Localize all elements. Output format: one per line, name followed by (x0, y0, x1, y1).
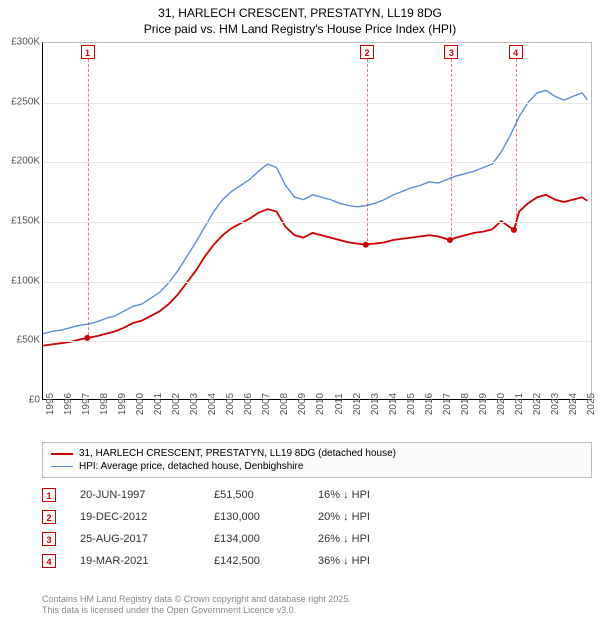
x-axis-tick: 2022 (532, 393, 543, 415)
sale-price: £134,000 (214, 533, 294, 545)
x-axis-tick: 1997 (81, 393, 92, 415)
x-axis-tick: 2008 (279, 393, 290, 415)
y-axis-tick: £0 (2, 395, 40, 406)
plot-area: 1 2 3 4 (42, 42, 592, 400)
chart-title-block: 31, HARLECH CRESCENT, PRESTATYN, LL19 8D… (0, 0, 600, 37)
title-address: 31, HARLECH CRESCENT, PRESTATYN, LL19 8D… (0, 6, 600, 22)
sale-date: 20-JUN-1997 (80, 489, 190, 501)
sale-marker-line (451, 59, 452, 241)
x-axis-tick: 1995 (45, 393, 56, 415)
x-axis-tick: 2020 (496, 393, 507, 415)
x-axis-tick: 2016 (424, 393, 435, 415)
sale-date: 19-DEC-2012 (80, 511, 190, 523)
x-axis-tick: 1999 (117, 393, 128, 415)
sale-marker-box: 4 (509, 45, 523, 59)
sale-price: £130,000 (214, 511, 294, 523)
footer-line-2: This data is licensed under the Open Gov… (42, 605, 351, 616)
sale-pct: 16% ↓ HPI (318, 489, 408, 501)
x-axis-tick: 2009 (297, 393, 308, 415)
x-axis-tick: 2001 (153, 393, 164, 415)
sale-date: 19-MAR-2021 (80, 555, 190, 567)
x-axis-tick: 2000 (135, 393, 146, 415)
legend-swatch-hpi (51, 466, 73, 467)
sales-table: 1 20-JUN-1997 £51,500 16% ↓ HPI 2 19-DEC… (42, 484, 408, 572)
y-axis-tick: £150K (2, 216, 40, 227)
y-axis-tick: £300K (2, 37, 40, 48)
table-row: 3 25-AUG-2017 £134,000 26% ↓ HPI (42, 528, 408, 550)
x-axis-tick: 2019 (478, 393, 489, 415)
x-axis-tick: 2011 (334, 393, 345, 415)
x-axis-tick: 2003 (189, 393, 200, 415)
sale-pct: 26% ↓ HPI (318, 533, 408, 545)
chart-lines (43, 43, 591, 399)
x-axis-tick: 2014 (388, 393, 399, 415)
x-axis-tick: 2010 (315, 393, 326, 415)
sale-marker-icon: 1 (42, 488, 56, 502)
x-axis-tick: 2015 (406, 393, 417, 415)
sale-marker-line (516, 59, 517, 231)
sale-date: 25-AUG-2017 (80, 533, 190, 545)
sale-price: £51,500 (214, 489, 294, 501)
y-axis-tick: £200K (2, 156, 40, 167)
x-axis-tick: 2005 (225, 393, 236, 415)
title-subtitle: Price paid vs. HM Land Registry's House … (0, 22, 600, 38)
sale-marker-box: 2 (360, 45, 374, 59)
sale-price: £142,500 (214, 555, 294, 567)
legend-swatch-property (51, 453, 73, 455)
x-axis-tick: 1996 (63, 393, 74, 415)
y-axis-tick: £250K (2, 96, 40, 107)
x-axis-tick: 2006 (243, 393, 254, 415)
sale-marker-line (367, 59, 368, 246)
x-axis-tick: 2024 (568, 393, 579, 415)
sale-marker-icon: 2 (42, 510, 56, 524)
licence-footer: Contains HM Land Registry data © Crown c… (42, 594, 351, 617)
x-axis-tick: 2013 (370, 393, 381, 415)
legend-item-hpi: HPI: Average price, detached house, Denb… (51, 460, 583, 473)
sale-marker-icon: 3 (42, 532, 56, 546)
sale-pct: 36% ↓ HPI (318, 555, 408, 567)
series-property (43, 195, 587, 346)
y-axis-tick: £50K (2, 335, 40, 346)
sale-marker-icon: 4 (42, 554, 56, 568)
chart-container: 31, HARLECH CRESCENT, PRESTATYN, LL19 8D… (0, 0, 600, 620)
legend-item-property: 31, HARLECH CRESCENT, PRESTATYN, LL19 8D… (51, 447, 583, 460)
sale-marker-line (88, 59, 89, 340)
x-axis-tick: 2002 (171, 393, 182, 415)
footer-line-1: Contains HM Land Registry data © Crown c… (42, 594, 351, 605)
y-axis-tick: £100K (2, 275, 40, 286)
series-hpi (43, 90, 587, 333)
x-axis-tick: 2025 (586, 393, 597, 415)
x-axis-tick: 2023 (550, 393, 561, 415)
legend: 31, HARLECH CRESCENT, PRESTATYN, LL19 8D… (42, 442, 592, 478)
x-axis-tick: 2018 (460, 393, 471, 415)
sale-marker-box: 1 (81, 45, 95, 59)
sale-marker-box: 3 (444, 45, 458, 59)
legend-label-property: 31, HARLECH CRESCENT, PRESTATYN, LL19 8D… (79, 448, 396, 459)
x-axis-tick: 2017 (442, 393, 453, 415)
table-row: 2 19-DEC-2012 £130,000 20% ↓ HPI (42, 506, 408, 528)
x-axis-tick: 2012 (352, 393, 363, 415)
x-axis-tick: 2004 (207, 393, 218, 415)
x-axis-tick: 2007 (261, 393, 272, 415)
table-row: 4 19-MAR-2021 £142,500 36% ↓ HPI (42, 550, 408, 572)
sale-pct: 20% ↓ HPI (318, 511, 408, 523)
table-row: 1 20-JUN-1997 £51,500 16% ↓ HPI (42, 484, 408, 506)
x-axis-tick: 2021 (514, 393, 525, 415)
legend-label-hpi: HPI: Average price, detached house, Denb… (79, 461, 303, 472)
x-axis-tick: 1998 (99, 393, 110, 415)
